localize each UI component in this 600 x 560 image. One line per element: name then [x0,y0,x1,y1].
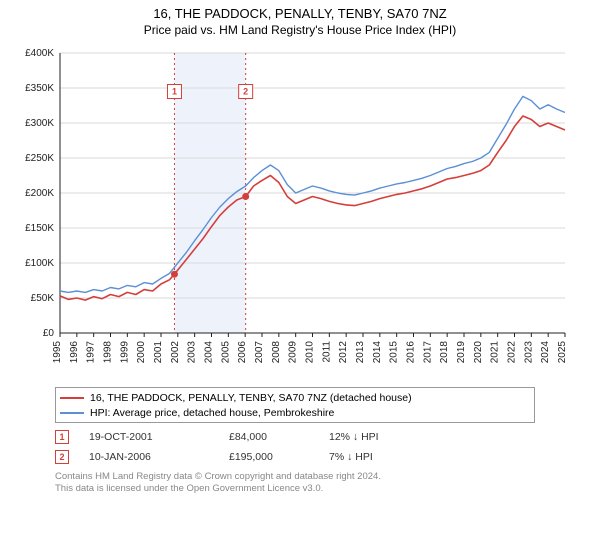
legend-swatch-hpi [60,412,84,414]
svg-text:2002: 2002 [170,341,181,364]
footer-line1: Contains HM Land Registry data © Crown c… [55,471,590,483]
legend-swatch-property [60,397,84,399]
svg-text:2017: 2017 [422,341,433,364]
transaction-price: £195,000 [229,451,309,463]
svg-text:2: 2 [243,87,248,97]
transaction-price: £84,000 [229,431,309,443]
transaction-row: 2 10-JAN-2006 £195,000 7% ↓ HPI [55,447,535,467]
transaction-marker-2: 2 [55,450,69,464]
svg-text:1999: 1999 [119,341,130,364]
svg-text:2009: 2009 [288,341,299,364]
legend: 16, THE PADDOCK, PENALLY, TENBY, SA70 7N… [55,387,535,423]
svg-text:2018: 2018 [439,341,450,364]
svg-text:2024: 2024 [540,341,551,364]
svg-text:2015: 2015 [389,341,400,364]
svg-text:£400K: £400K [25,48,54,59]
transaction-date: 19-OCT-2001 [89,431,209,443]
svg-text:£300K: £300K [25,118,54,129]
svg-text:2023: 2023 [523,341,534,364]
svg-text:£100K: £100K [25,258,54,269]
transaction-marker-1: 1 [55,430,69,444]
svg-text:2022: 2022 [507,341,518,364]
legend-row-hpi: HPI: Average price, detached house, Pemb… [60,405,530,420]
svg-text:£50K: £50K [31,293,55,304]
svg-text:£350K: £350K [25,83,54,94]
svg-text:2019: 2019 [456,341,467,364]
svg-text:£0: £0 [43,328,55,339]
svg-text:2020: 2020 [473,341,484,364]
svg-text:2013: 2013 [355,341,366,364]
svg-text:2005: 2005 [220,341,231,364]
legend-label-property: 16, THE PADDOCK, PENALLY, TENBY, SA70 7N… [90,392,412,404]
svg-text:£250K: £250K [25,153,54,164]
svg-text:2012: 2012 [338,341,349,364]
svg-text:2007: 2007 [254,341,265,364]
svg-text:1: 1 [172,87,177,97]
title-address: 16, THE PADDOCK, PENALLY, TENBY, SA70 7N… [10,6,590,21]
price-chart: £0 £50K £100K £150K £200K £250K £300K £350K £400… [10,43,570,383]
svg-text:2001: 2001 [153,341,164,364]
svg-text:1998: 1998 [103,341,114,364]
svg-text:1996: 1996 [69,341,80,364]
svg-text:2003: 2003 [187,341,198,364]
svg-text:2011: 2011 [321,341,332,363]
svg-text:2008: 2008 [271,341,282,364]
legend-label-hpi: HPI: Average price, detached house, Pemb… [90,407,334,419]
svg-text:£150K: £150K [25,223,54,234]
svg-text:1997: 1997 [86,341,97,364]
transaction-date: 10-JAN-2006 [89,451,209,463]
transaction-delta: 7% ↓ HPI [329,451,409,463]
svg-text:2006: 2006 [237,341,248,364]
footer-line2: This data is licensed under the Open Gov… [55,483,590,495]
svg-text:2004: 2004 [204,341,215,364]
svg-text:£200K: £200K [25,188,54,199]
svg-text:1995: 1995 [52,341,63,364]
svg-text:2016: 2016 [406,341,417,364]
svg-text:2010: 2010 [305,341,316,364]
svg-text:2021: 2021 [490,341,501,364]
svg-text:2025: 2025 [557,341,568,364]
transactions-table: 1 19-OCT-2001 £84,000 12% ↓ HPI 2 10-JAN… [55,427,535,467]
svg-text:2000: 2000 [136,341,147,364]
title-sub: Price paid vs. HM Land Registry's House … [10,23,590,37]
svg-text:2014: 2014 [372,341,383,364]
transaction-row: 1 19-OCT-2001 £84,000 12% ↓ HPI [55,427,535,447]
footer-copyright: Contains HM Land Registry data © Crown c… [55,471,590,496]
legend-row-property: 16, THE PADDOCK, PENALLY, TENBY, SA70 7N… [60,390,530,405]
transaction-delta: 12% ↓ HPI [329,431,409,443]
